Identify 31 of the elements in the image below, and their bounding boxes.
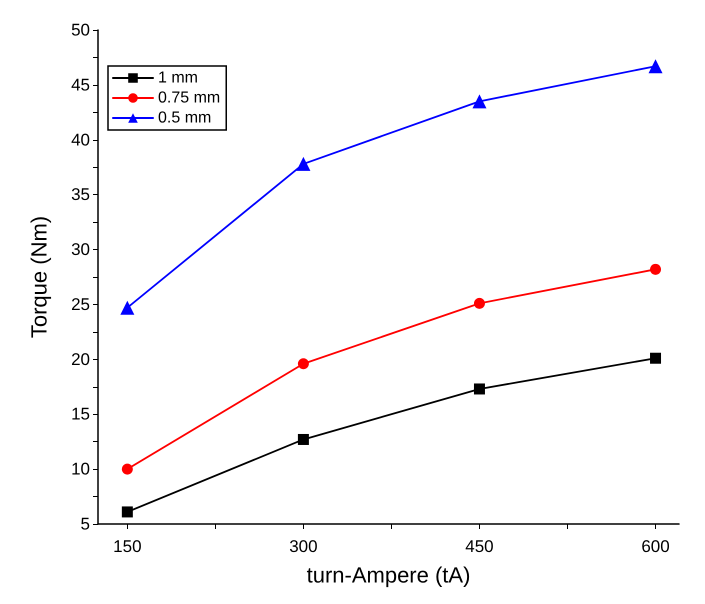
y-tick-label: 30 [71, 240, 90, 260]
point [472, 94, 486, 108]
point [298, 358, 309, 370]
x-tick-label: 600 [641, 537, 670, 556]
point [120, 300, 134, 315]
x-tick-label: 300 [289, 537, 318, 556]
x-tick-label: 450 [465, 537, 494, 556]
point [298, 434, 309, 445]
y-tick-label: 10 [71, 460, 90, 479]
x-tick-label: 150 [113, 537, 142, 556]
y-tick-label: 5 [80, 514, 90, 534]
point [648, 59, 663, 74]
legend-label: 0.5 mm [158, 110, 212, 126]
point [122, 506, 133, 518]
point [122, 464, 133, 475]
y-axis-title: Torque (Nm) [26, 216, 52, 338]
y-tick-label: 15 [71, 404, 90, 424]
legend-label: 1 mm [158, 70, 198, 86]
y-tick-label: 20 [71, 350, 90, 369]
y-tick-label: 45 [71, 75, 90, 94]
x-axis-title: turn-Ampere (tA) [306, 562, 470, 588]
legend-label: 0.75 mm [158, 90, 220, 106]
point [650, 264, 662, 275]
point [650, 352, 662, 364]
y-tick-label: 40 [71, 130, 90, 150]
y-tick-label: 35 [71, 185, 90, 204]
y-tick-label: 25 [71, 294, 90, 314]
point [474, 298, 485, 309]
y-tick-label: 50 [71, 20, 90, 40]
point [474, 383, 485, 394]
point [296, 156, 310, 171]
